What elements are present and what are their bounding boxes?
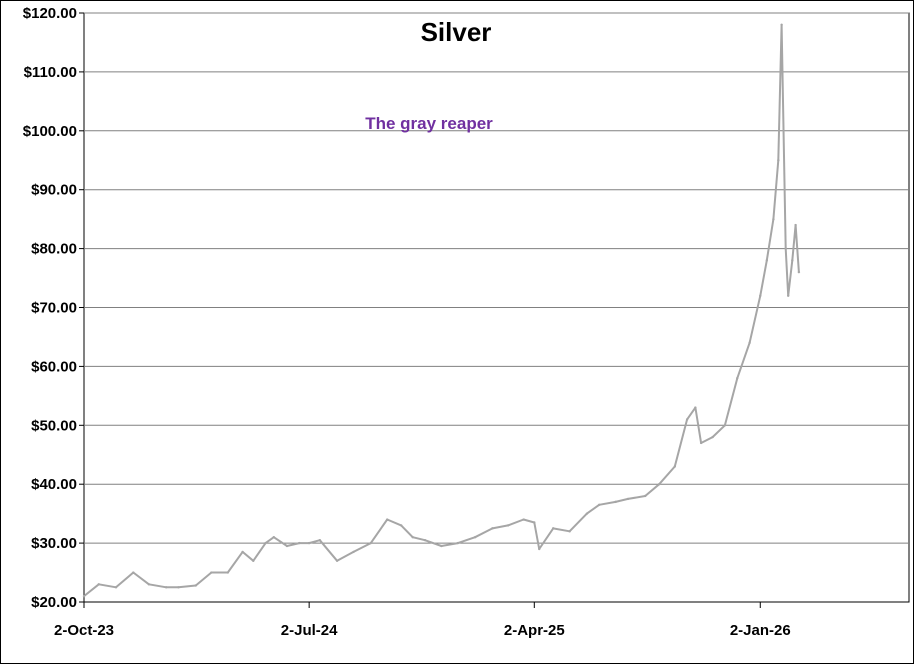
data-point bbox=[252, 559, 255, 562]
data-point bbox=[335, 559, 339, 562]
data-point bbox=[568, 530, 571, 533]
data-point bbox=[797, 270, 801, 274]
x-axis: 2-Oct-23 2-Jul-24 2-Apr-25 2-Jan-26 bbox=[54, 602, 791, 639]
data-point bbox=[114, 586, 118, 589]
data-point bbox=[614, 500, 617, 504]
data-point bbox=[456, 541, 460, 545]
y-tick-label: $110.00 bbox=[24, 64, 77, 81]
data-point bbox=[673, 465, 677, 468]
data-point bbox=[533, 521, 536, 524]
data-point bbox=[241, 550, 244, 554]
data-point bbox=[423, 538, 427, 542]
chart-title: Silver bbox=[421, 17, 492, 47]
y-axis: $20.00 $30.00 $40.00 $50.00 $60.00 $70.00 $80.… bbox=[23, 5, 84, 611]
data-point bbox=[765, 259, 769, 262]
data-point bbox=[759, 294, 762, 297]
data-point bbox=[794, 223, 797, 227]
data-point bbox=[748, 341, 751, 345]
data-point bbox=[272, 536, 276, 539]
data-point bbox=[685, 418, 689, 421]
x-tick-label: 2-Apr-25 bbox=[504, 622, 565, 639]
y-tick-label: $80.00 bbox=[31, 241, 77, 258]
y-tick-label: $120.00 bbox=[23, 5, 77, 22]
x-tick-label: 2-Oct-23 bbox=[54, 622, 114, 639]
data-point bbox=[694, 406, 697, 409]
data-point bbox=[644, 494, 647, 498]
y-tick-label: $20.00 bbox=[31, 594, 77, 611]
data-point bbox=[626, 497, 630, 501]
data-point bbox=[440, 544, 443, 548]
data-point bbox=[780, 23, 783, 26]
x-tick-label: 2-Jul-24 bbox=[281, 622, 338, 639]
data-point bbox=[82, 594, 86, 598]
data-point bbox=[369, 541, 372, 545]
chart-annotation: The gray reaper bbox=[365, 114, 493, 133]
data-point bbox=[585, 512, 589, 515]
data-point bbox=[307, 541, 311, 545]
gridlines bbox=[83, 12, 910, 603]
y-tick-label: $70.00 bbox=[31, 300, 77, 317]
data-point bbox=[194, 584, 197, 587]
data-point bbox=[164, 586, 168, 589]
y-tick-label: $100.00 bbox=[23, 123, 77, 140]
data-point bbox=[551, 527, 555, 530]
data-point bbox=[699, 441, 703, 445]
data-point bbox=[285, 544, 289, 548]
data-point bbox=[522, 518, 525, 521]
y-tick-label: $60.00 bbox=[31, 358, 77, 375]
data-point bbox=[318, 538, 322, 542]
data-point bbox=[132, 571, 135, 574]
data-point bbox=[399, 524, 403, 527]
series-area bbox=[82, 23, 801, 598]
data-point bbox=[657, 483, 661, 486]
data-point bbox=[791, 259, 794, 262]
y-tick-label: $50.00 bbox=[31, 417, 77, 434]
data-point bbox=[147, 583, 151, 586]
data-point bbox=[298, 541, 301, 545]
data-point bbox=[711, 435, 714, 439]
data-point bbox=[177, 586, 180, 589]
data-point bbox=[723, 424, 727, 427]
data-point bbox=[97, 583, 100, 586]
data-point bbox=[538, 547, 541, 551]
silver-price-line bbox=[83, 23, 800, 597]
data-point bbox=[264, 541, 267, 545]
data-point bbox=[784, 247, 787, 250]
data-point bbox=[772, 217, 775, 221]
data-point bbox=[736, 376, 739, 380]
x-tick-label: 2-Jan-26 bbox=[730, 622, 791, 639]
data-point bbox=[411, 536, 414, 539]
data-point bbox=[226, 571, 229, 574]
y-tick-label: $30.00 bbox=[31, 535, 77, 552]
data-point bbox=[491, 527, 494, 530]
data-point bbox=[352, 550, 355, 554]
y-tick-label: $90.00 bbox=[31, 182, 77, 199]
data-point bbox=[386, 518, 389, 521]
data-point bbox=[473, 536, 477, 539]
y-tick-label: $40.00 bbox=[31, 476, 77, 493]
data-point bbox=[506, 524, 510, 527]
data-point bbox=[598, 503, 601, 507]
data-point bbox=[787, 294, 790, 297]
data-point bbox=[777, 159, 780, 162]
data-point bbox=[210, 571, 213, 574]
